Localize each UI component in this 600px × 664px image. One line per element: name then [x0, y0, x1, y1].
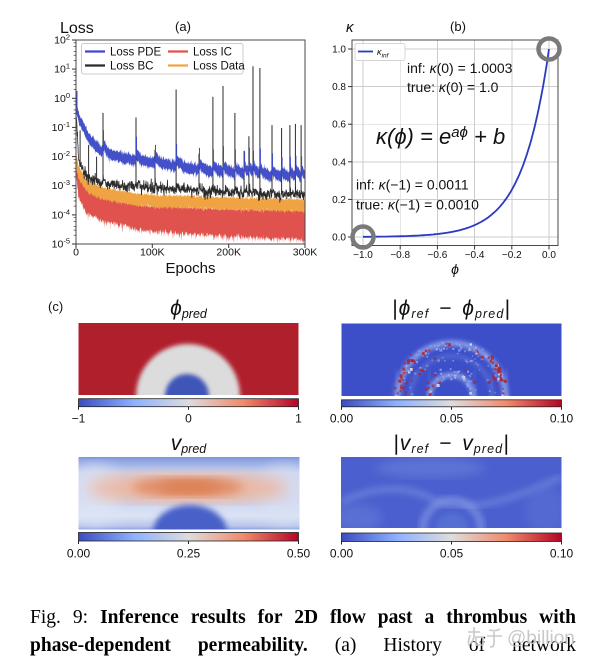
svg-text:0.00: 0.00 [67, 547, 91, 561]
svg-text:−1: −1 [72, 412, 86, 426]
svg-text:Loss PDE: Loss PDE [110, 47, 161, 59]
svg-text:0.00: 0.00 [330, 412, 354, 426]
svg-text:0: 0 [73, 247, 79, 259]
svg-text:−0.8: −0.8 [390, 250, 410, 261]
svg-text:Epochs: Epochs [165, 260, 215, 277]
svg-text:0.0: 0.0 [542, 250, 556, 261]
svg-text:inf: κ(−1) = 0.0011: inf: κ(−1) = 0.0011 [356, 177, 469, 193]
svg-text:Loss: Loss [60, 20, 94, 37]
svg-text:κ: κ [346, 19, 355, 36]
svg-text:true: κ(0) = 1.0: true: κ(0) = 1.0 [407, 79, 499, 95]
svg-text:−1.0: −1.0 [353, 250, 373, 261]
svg-text:ϕ: ϕ [451, 261, 459, 277]
svg-text:1: 1 [295, 412, 302, 426]
svg-text:0.25: 0.25 [177, 547, 201, 561]
svg-text:(c): (c) [48, 299, 63, 314]
svg-text:@billion: @billion [507, 628, 575, 649]
svg-text:0.6: 0.6 [332, 120, 346, 131]
svg-text:−0.4: −0.4 [465, 250, 485, 261]
svg-text:0.50: 0.50 [287, 547, 311, 561]
svg-text:−0.6: −0.6 [428, 250, 448, 261]
svg-text:0.05: 0.05 [440, 547, 464, 561]
svg-text:0: 0 [185, 412, 192, 426]
svg-text:0.00: 0.00 [330, 547, 354, 561]
svg-text:0.8: 0.8 [332, 82, 346, 93]
svg-text:(a): (a) [175, 19, 191, 34]
svg-text:1.0: 1.0 [332, 45, 346, 56]
svg-text:0.2: 0.2 [332, 195, 346, 206]
svg-text:κ(ϕ) = eaϕ + b: κ(ϕ) = eaϕ + b [376, 124, 505, 149]
svg-text:0.10: 0.10 [550, 412, 574, 426]
svg-text:0.0: 0.0 [332, 233, 346, 244]
svg-text:0.4: 0.4 [332, 157, 346, 168]
svg-text:true: κ(−1) = 0.0010: true: κ(−1) = 0.0010 [356, 197, 479, 213]
svg-text:(b): (b) [450, 19, 466, 34]
svg-text:Loss Data: Loss Data [193, 61, 245, 73]
svg-text:−0.2: −0.2 [502, 250, 522, 261]
svg-text:Loss IC: Loss IC [193, 47, 232, 59]
svg-text:100K: 100K [140, 247, 165, 259]
svg-text:Loss BC: Loss BC [110, 61, 153, 73]
svg-text:300K: 300K [293, 247, 318, 259]
svg-text:200K: 200K [216, 247, 241, 259]
svg-text:0.05: 0.05 [440, 412, 464, 426]
svg-text:0.10: 0.10 [550, 547, 574, 561]
svg-text:inf: κ(0) = 1.0003: inf: κ(0) = 1.0003 [407, 60, 513, 76]
